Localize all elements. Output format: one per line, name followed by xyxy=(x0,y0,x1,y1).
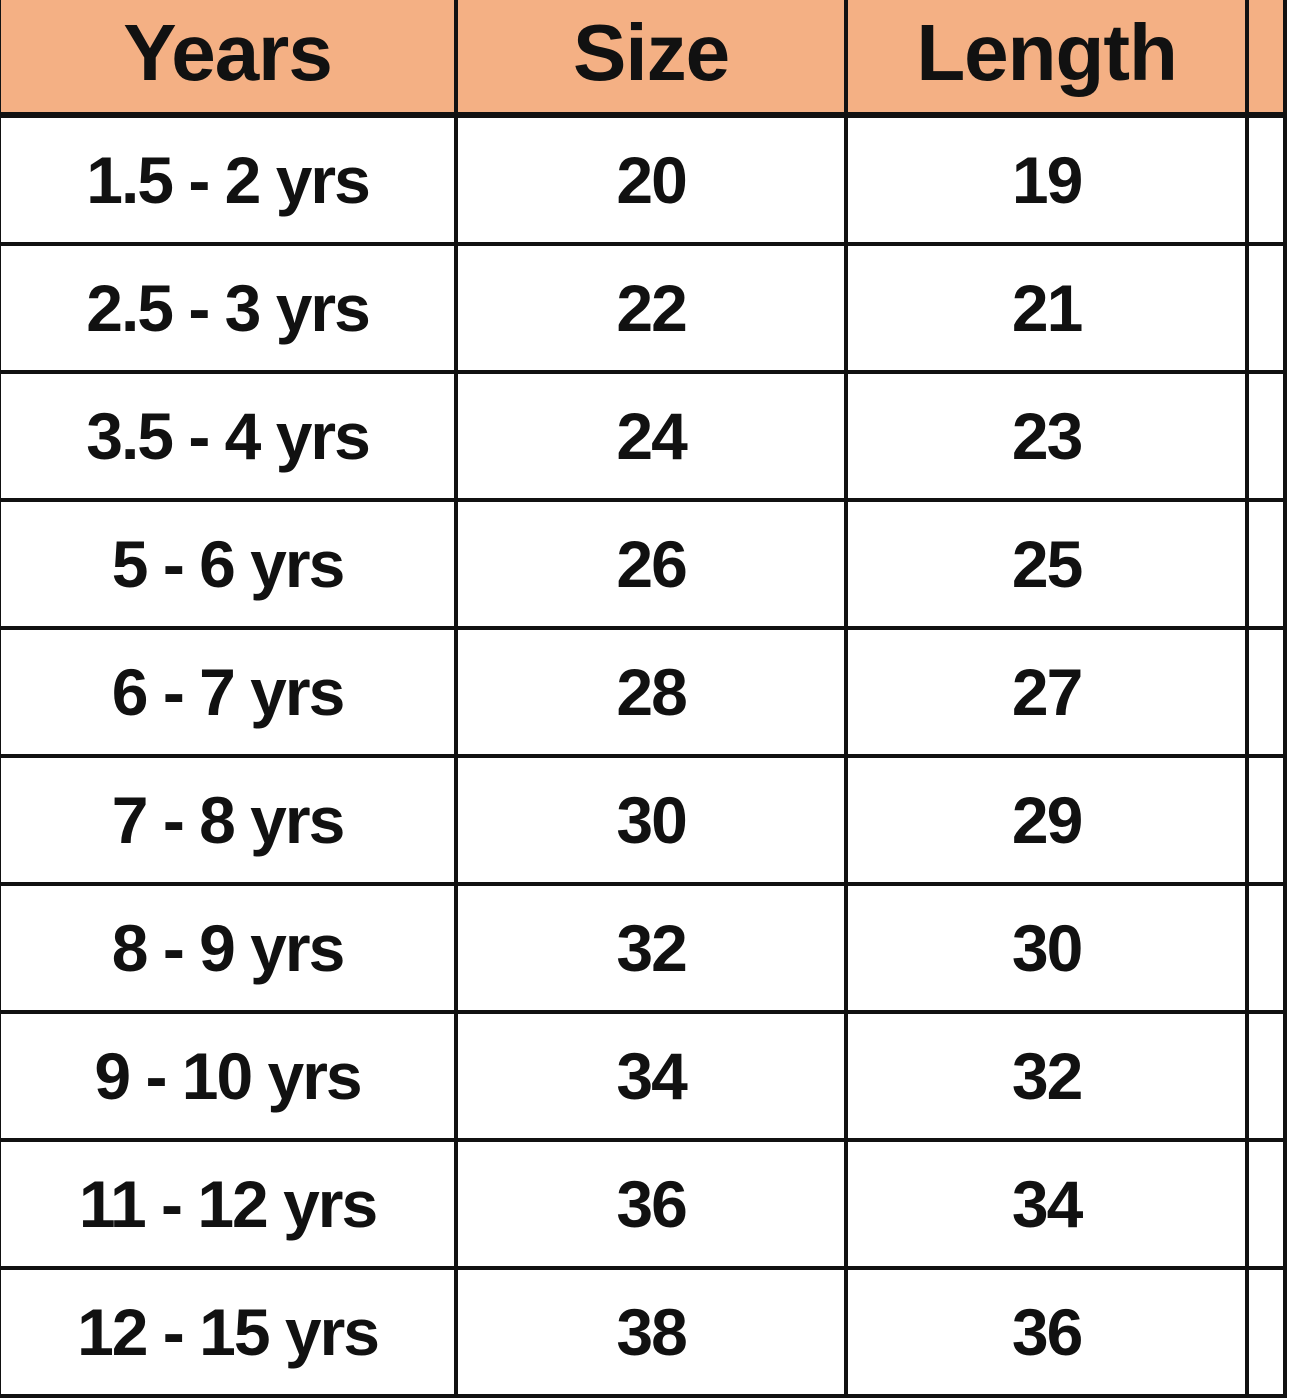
size-cell: 24 xyxy=(454,370,849,502)
header-extra xyxy=(1245,0,1287,118)
years-cell: 8 - 9 yrs xyxy=(0,882,459,1014)
years-cell: 9 - 10 yrs xyxy=(0,1010,459,1142)
length-cell: 34 xyxy=(844,1138,1250,1270)
table-row: 12 - 15 yrs 38 36 xyxy=(0,1266,1287,1398)
table-row: 9 - 10 yrs 34 32 xyxy=(0,1010,1287,1142)
years-cell: 2.5 - 3 yrs xyxy=(0,242,459,374)
years-cell: 6 - 7 yrs xyxy=(0,626,459,758)
extra-cell xyxy=(1245,242,1287,374)
length-cell: 36 xyxy=(844,1266,1250,1398)
size-cell: 34 xyxy=(454,1010,849,1142)
size-cell: 22 xyxy=(454,242,849,374)
table-row: 2.5 - 3 yrs 22 21 xyxy=(0,242,1287,374)
header-length: Length xyxy=(844,0,1250,118)
size-cell: 32 xyxy=(454,882,849,1014)
extra-cell xyxy=(1245,370,1287,502)
years-cell: 3.5 - 4 yrs xyxy=(0,370,459,502)
years-cell: 1.5 - 2 yrs xyxy=(0,113,459,246)
header-size: Size xyxy=(454,0,849,118)
extra-cell xyxy=(1245,1010,1287,1142)
header-years: Years xyxy=(0,0,459,118)
years-cell: 12 - 15 yrs xyxy=(0,1266,459,1398)
length-cell: 23 xyxy=(844,370,1250,502)
length-cell: 30 xyxy=(844,882,1250,1014)
length-cell: 19 xyxy=(844,113,1250,246)
size-cell: 20 xyxy=(454,113,849,246)
years-cell: 11 - 12 yrs xyxy=(0,1138,459,1270)
size-cell: 30 xyxy=(454,754,849,886)
length-cell: 21 xyxy=(844,242,1250,374)
table-row: 8 - 9 yrs 32 30 xyxy=(0,882,1287,1014)
extra-cell xyxy=(1245,498,1287,630)
extra-cell xyxy=(1245,882,1287,1014)
size-cell: 28 xyxy=(454,626,849,758)
table-row: 3.5 - 4 yrs 24 23 xyxy=(0,370,1287,502)
table-row: 7 - 8 yrs 30 29 xyxy=(0,754,1287,886)
extra-cell xyxy=(1245,1266,1287,1398)
length-cell: 29 xyxy=(844,754,1250,886)
table-row: 1.5 - 2 yrs 20 19 xyxy=(0,113,1287,246)
header-row: Years Size Length xyxy=(0,0,1287,118)
table-row: 6 - 7 yrs 28 27 xyxy=(0,626,1287,758)
extra-cell xyxy=(1245,626,1287,758)
extra-cell xyxy=(1245,1138,1287,1270)
extra-cell xyxy=(1245,754,1287,886)
size-cell: 26 xyxy=(454,498,849,630)
years-cell: 5 - 6 yrs xyxy=(0,498,459,630)
table-row: 5 - 6 yrs 26 25 xyxy=(0,498,1287,630)
length-cell: 32 xyxy=(844,1010,1250,1142)
extra-cell xyxy=(1245,113,1287,246)
table-row: 11 - 12 yrs 36 34 xyxy=(0,1138,1287,1270)
length-cell: 27 xyxy=(844,626,1250,758)
size-cell: 36 xyxy=(454,1138,849,1270)
years-cell: 7 - 8 yrs xyxy=(0,754,459,886)
length-cell: 25 xyxy=(844,498,1250,630)
size-cell: 38 xyxy=(454,1266,849,1398)
